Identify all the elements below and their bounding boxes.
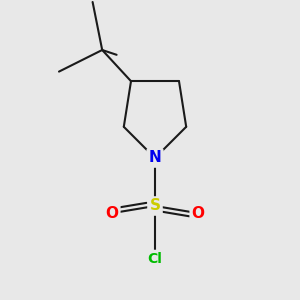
Text: N: N [148, 151, 161, 166]
Text: Cl: Cl [148, 252, 162, 266]
Text: S: S [149, 199, 161, 214]
Text: S: S [149, 199, 161, 214]
Text: O: O [105, 206, 118, 221]
Text: O: O [192, 206, 205, 221]
Text: O: O [192, 206, 205, 221]
Text: O: O [105, 206, 118, 221]
Text: Cl: Cl [148, 252, 162, 266]
Text: N: N [148, 151, 161, 166]
